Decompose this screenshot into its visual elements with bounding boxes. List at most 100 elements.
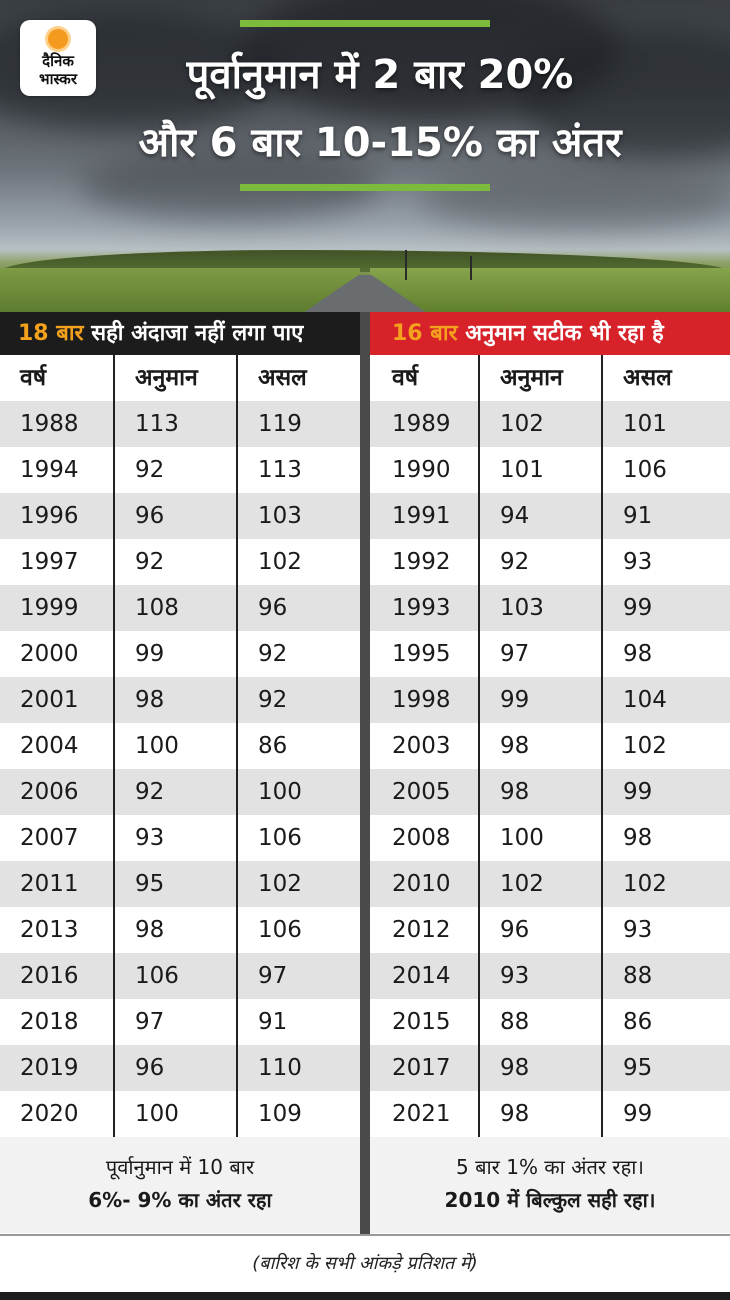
cell-forecast: 96	[115, 1045, 238, 1091]
cell-forecast: 97	[115, 999, 238, 1045]
table-row: 2001 98 92	[0, 677, 360, 723]
cell-year: 1991	[370, 493, 480, 539]
cell-actual: 93	[623, 549, 653, 575]
cell-forecast: 92	[480, 539, 603, 585]
cloud	[420, 170, 730, 230]
table-row: 1992 92 93	[370, 539, 730, 585]
cell-year: 1999	[0, 585, 115, 631]
table-row: 1998 99 104	[370, 677, 730, 723]
cell-forecast: 98	[480, 1091, 603, 1137]
cell-forecast: 113	[115, 401, 238, 447]
cell-year: 2007	[0, 815, 115, 861]
cell-forecast: 99	[480, 677, 603, 723]
cell-actual: 99	[623, 1101, 653, 1127]
field	[370, 268, 730, 312]
cell-year: 2013	[0, 907, 115, 953]
cell-year: 2020	[0, 1091, 115, 1137]
cell-year: 2003	[370, 723, 480, 769]
cell-forecast: 100	[115, 723, 238, 769]
cell-forecast: 102	[480, 861, 603, 907]
cell-year: 2011	[0, 861, 115, 907]
table-row: 1999 108 96	[0, 585, 360, 631]
table-row: 1995 97 98	[370, 631, 730, 677]
table-row: 2013 98 106	[0, 907, 360, 953]
cell-actual: 102	[258, 549, 302, 575]
cell-actual: 97	[258, 963, 288, 989]
cell-year: 1998	[370, 677, 480, 723]
panel-heading: 16 बार अनुमान सटीक भी रहा है	[370, 312, 730, 355]
table-row: 2018 97 91	[0, 999, 360, 1045]
page-title-line2: और 6 बार 10-15% का अंतर	[138, 120, 622, 166]
table-row: 2014 93 88	[370, 953, 730, 999]
note-line2: 6%- 9% का अंतर रहा	[88, 1188, 272, 1212]
column-header-year: वर्ष	[370, 355, 480, 401]
panel-heading: 18 बार सही अंदाजा नहीं लगा पाए	[0, 312, 360, 355]
treeline	[0, 250, 730, 272]
utility-pole	[470, 256, 472, 280]
cell-actual: 93	[623, 917, 653, 943]
cell-year: 2012	[370, 907, 480, 953]
cell-year: 2001	[0, 677, 115, 723]
cell-forecast: 98	[480, 769, 603, 815]
cell-actual: 110	[258, 1055, 302, 1081]
cell-actual: 99	[623, 595, 653, 621]
cell-year: 2017	[370, 1045, 480, 1091]
cell-forecast: 106	[115, 953, 238, 999]
cell-actual: 86	[623, 1009, 653, 1035]
table-row: 1989 102 101	[370, 401, 730, 447]
cell-actual: 101	[623, 411, 667, 437]
table-row: 1988 113 119	[0, 401, 360, 447]
table-row: 2007 93 106	[0, 815, 360, 861]
cell-forecast: 100	[115, 1091, 238, 1137]
cell-actual: 106	[258, 917, 302, 943]
cell-year: 1990	[370, 447, 480, 493]
table-row: 1991 94 91	[370, 493, 730, 539]
panel-inaccurate: 18 बार सही अंदाजा नहीं लगा पाए वर्ष अनुम…	[0, 312, 360, 1233]
cell-year: 2014	[370, 953, 480, 999]
column-header-year: वर्ष	[0, 355, 115, 401]
table-row: 2017 98 95	[370, 1045, 730, 1091]
table-row: 2003 98 102	[370, 723, 730, 769]
cell-actual: 102	[623, 733, 667, 759]
cell-actual: 91	[258, 1009, 288, 1035]
column-header-forecast: अनुमान	[115, 355, 238, 401]
cell-forecast: 96	[115, 493, 238, 539]
panel-note: 5 बार 1% का अंतर रहा। 2010 में बिल्कुल स…	[370, 1137, 730, 1233]
table-row: 2010 102 102	[370, 861, 730, 907]
cell-year: 2006	[0, 769, 115, 815]
cell-actual: 119	[258, 411, 302, 437]
table-row: 2005 98 99	[370, 769, 730, 815]
cell-actual: 98	[623, 825, 653, 851]
field	[0, 268, 360, 312]
title-rule-bottom	[240, 184, 490, 191]
cell-year: 1993	[370, 585, 480, 631]
table-body: 1988 113 119 1994 92 113 1996 96 103 1997 92 102 199…	[0, 401, 360, 1137]
cell-year: 2015	[370, 999, 480, 1045]
cell-actual: 102	[258, 871, 302, 897]
table-row: 2016 106 97	[0, 953, 360, 999]
cell-forecast: 98	[480, 723, 603, 769]
cell-forecast: 100	[480, 815, 603, 861]
table-row: 2020 100 109	[0, 1091, 360, 1137]
table-row: 2021 98 99	[370, 1091, 730, 1137]
cell-year: 2021	[370, 1091, 480, 1137]
table-header-row: वर्ष अनुमान असल	[370, 355, 730, 401]
cell-actual: 103	[258, 503, 302, 529]
heading-text: सही अंदाजा नहीं लगा पाए	[83, 321, 304, 346]
heading-text: अनुमान सटीक भी रहा है	[457, 321, 664, 346]
note-line2: 2010 में बिल्कुल सही रहा।	[444, 1188, 656, 1212]
cell-forecast: 98	[115, 677, 238, 723]
cell-actual: 92	[258, 687, 288, 713]
cell-actual: 98	[623, 641, 653, 667]
cell-year: 1994	[0, 447, 115, 493]
table-row: 1994 92 113	[0, 447, 360, 493]
heading-highlight: 16 बार	[392, 321, 458, 346]
panel-accurate: 16 बार अनुमान सटीक भी रहा है वर्ष अनुमान…	[370, 312, 730, 1233]
cell-actual: 86	[258, 733, 288, 759]
cell-forecast: 97	[480, 631, 603, 677]
cell-actual: 95	[623, 1055, 653, 1081]
cell-forecast: 93	[480, 953, 603, 999]
hero-banner: दैनिक भास्कर पूर्वानुमान में 2 बार 20% औ…	[0, 0, 730, 312]
table-row: 1997 92 102	[0, 539, 360, 585]
logo-text-line2: भास्कर	[39, 70, 77, 88]
